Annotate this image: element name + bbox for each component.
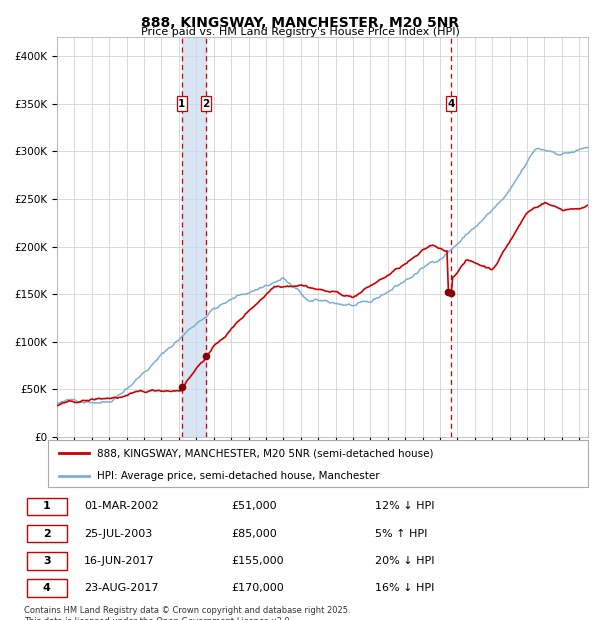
FancyBboxPatch shape [26, 579, 67, 596]
Text: 2: 2 [203, 99, 210, 109]
Text: 5% ↑ HPI: 5% ↑ HPI [375, 529, 427, 539]
Text: 25-JUL-2003: 25-JUL-2003 [84, 529, 152, 539]
Bar [182, 37, 206, 437]
Bar [177, 96, 187, 112]
Text: HPI: Average price, semi-detached house, Manchester: HPI: Average price, semi-detached house,… [97, 471, 379, 482]
Bar [446, 96, 456, 112]
Text: 4: 4 [43, 583, 51, 593]
FancyBboxPatch shape [48, 440, 588, 487]
Text: 12% ↓ HPI: 12% ↓ HPI [375, 502, 434, 512]
Text: 20% ↓ HPI: 20% ↓ HPI [375, 556, 434, 565]
FancyBboxPatch shape [26, 525, 67, 542]
Text: Contains HM Land Registry data © Crown copyright and database right 2025.
This d: Contains HM Land Registry data © Crown c… [24, 606, 350, 620]
Text: 888, KINGSWAY, MANCHESTER, M20 5NR (semi-detached house): 888, KINGSWAY, MANCHESTER, M20 5NR (semi… [97, 448, 433, 458]
FancyBboxPatch shape [26, 552, 67, 570]
Text: 1: 1 [43, 502, 50, 512]
Text: Price paid vs. HM Land Registry's House Price Index (HPI): Price paid vs. HM Land Registry's House … [140, 27, 460, 37]
Text: 16-JUN-2017: 16-JUN-2017 [84, 556, 155, 565]
FancyBboxPatch shape [26, 498, 67, 515]
Text: 1: 1 [178, 99, 185, 109]
Text: 888, KINGSWAY, MANCHESTER, M20 5NR: 888, KINGSWAY, MANCHESTER, M20 5NR [141, 16, 459, 30]
Text: £155,000: £155,000 [231, 556, 284, 565]
Text: 3: 3 [43, 556, 50, 565]
Text: 4: 4 [448, 99, 455, 109]
Text: 2: 2 [43, 529, 50, 539]
Text: 23-AUG-2017: 23-AUG-2017 [84, 583, 159, 593]
Text: £85,000: £85,000 [231, 529, 277, 539]
Text: 01-MAR-2002: 01-MAR-2002 [84, 502, 159, 512]
Text: 16% ↓ HPI: 16% ↓ HPI [375, 583, 434, 593]
Text: £51,000: £51,000 [231, 502, 277, 512]
Text: £170,000: £170,000 [231, 583, 284, 593]
Bar [202, 96, 211, 112]
